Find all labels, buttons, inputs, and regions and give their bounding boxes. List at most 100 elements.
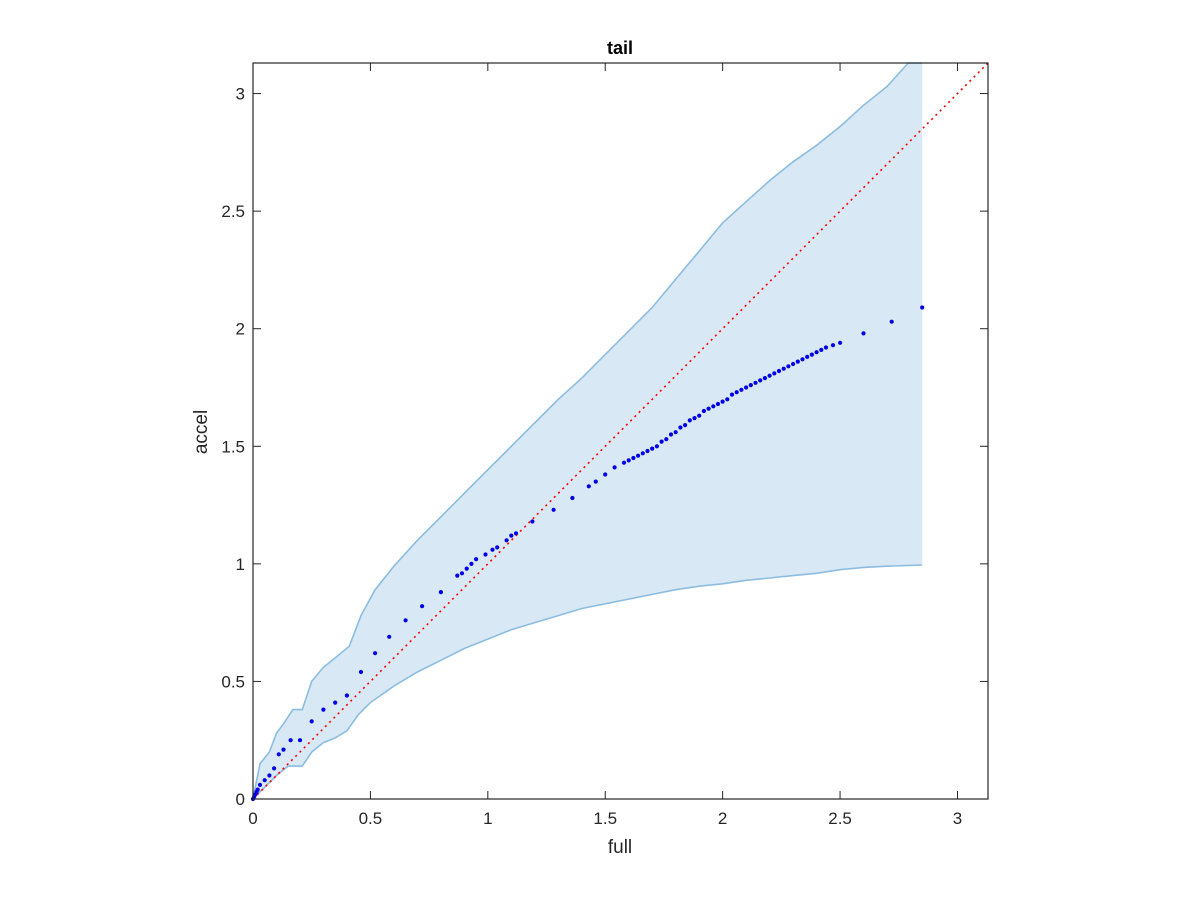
data-point [267,773,272,778]
data-point [464,566,469,571]
y-tick-label: 0 [236,790,245,809]
x-tick-label: 1.5 [593,809,617,828]
data-point [469,561,474,567]
data-point [344,693,349,698]
data-point [495,545,500,550]
data-point [640,451,645,456]
data-point [758,378,763,383]
data-point [309,719,314,724]
data-point [483,552,488,557]
data-point [255,787,260,792]
data-point [762,376,768,381]
data-point [297,738,303,743]
data-point [668,432,674,437]
data-point [570,495,575,501]
data-point [734,390,739,395]
data-point [474,557,479,562]
data-point [530,519,535,524]
data-point [819,347,824,352]
data-point [586,484,591,489]
data-point [795,359,800,364]
data-point [358,669,364,675]
data-point [725,397,730,402]
data-point [373,651,378,656]
data-point [781,366,786,371]
data-point [800,357,805,362]
data-point [659,439,664,444]
data-point [748,383,753,388]
data-point [645,448,650,454]
data-point [786,364,791,369]
data-point [621,460,627,465]
data-point [809,352,815,357]
data-point [333,700,338,705]
confidence-band [252,62,923,800]
data-point [739,387,744,392]
data-point [650,446,655,451]
y-tick-label: 2.5 [221,202,245,221]
data-point [791,361,796,367]
data-point [920,305,925,310]
data-point [321,707,326,712]
data-point [715,401,721,407]
data-point [509,533,514,538]
data-point [767,373,772,378]
data-point [711,404,716,409]
band-fill [253,63,923,799]
y-tick-label: 1 [236,555,245,574]
data-point [701,408,707,414]
data-point [805,354,810,359]
data-point [706,406,711,411]
data-point [889,319,894,324]
data-point [626,458,631,463]
y-tick-label: 1.5 [221,437,245,456]
data-point [603,472,608,477]
data-point [861,331,866,336]
data-point [276,752,281,757]
data-point [678,425,683,430]
data-point [272,766,277,771]
data-point [697,413,702,418]
data-point [744,385,749,390]
data-point [823,345,829,350]
x-tick-label: 2 [718,809,727,828]
data-point [664,437,669,442]
band-upper-edge [252,62,923,800]
x-tick-label: 2.5 [828,809,852,828]
y-tick-label: 0.5 [221,672,245,691]
data-point [257,782,263,788]
data-point [729,392,735,397]
data-point [814,350,819,355]
x-tick-label: 1 [483,809,492,828]
chart-title: tail [607,38,633,58]
data-point [420,604,425,609]
data-point [753,380,758,385]
data-point [438,590,443,595]
axes-box [252,62,989,800]
x-tick-label: 3 [953,809,962,828]
y-tick-label: 2 [236,320,245,339]
data-point [772,371,777,376]
data-point [262,778,267,783]
data-point [838,340,843,345]
band-lower-edge [252,564,923,800]
data-point [387,634,392,639]
data-point [593,479,598,484]
data-point [654,444,660,449]
data-point [692,416,697,421]
data-point [459,571,465,576]
data-point [490,547,495,552]
x-tick-label: 0 [248,809,257,828]
x-tick-label: 0.5 [359,809,383,828]
data-point [455,573,460,578]
data-point [612,465,617,470]
axis-ticks: 0 0.5 1 1.5 2 2.5 3 0 0.5 1 1.5 2 2.5 3 [221,63,988,828]
data-point [504,538,509,543]
data-point [673,430,678,435]
data-point [281,747,286,752]
data-point [830,343,836,348]
data-point [776,368,782,374]
data-point [720,399,725,404]
y-axis-label: accel [191,410,212,454]
